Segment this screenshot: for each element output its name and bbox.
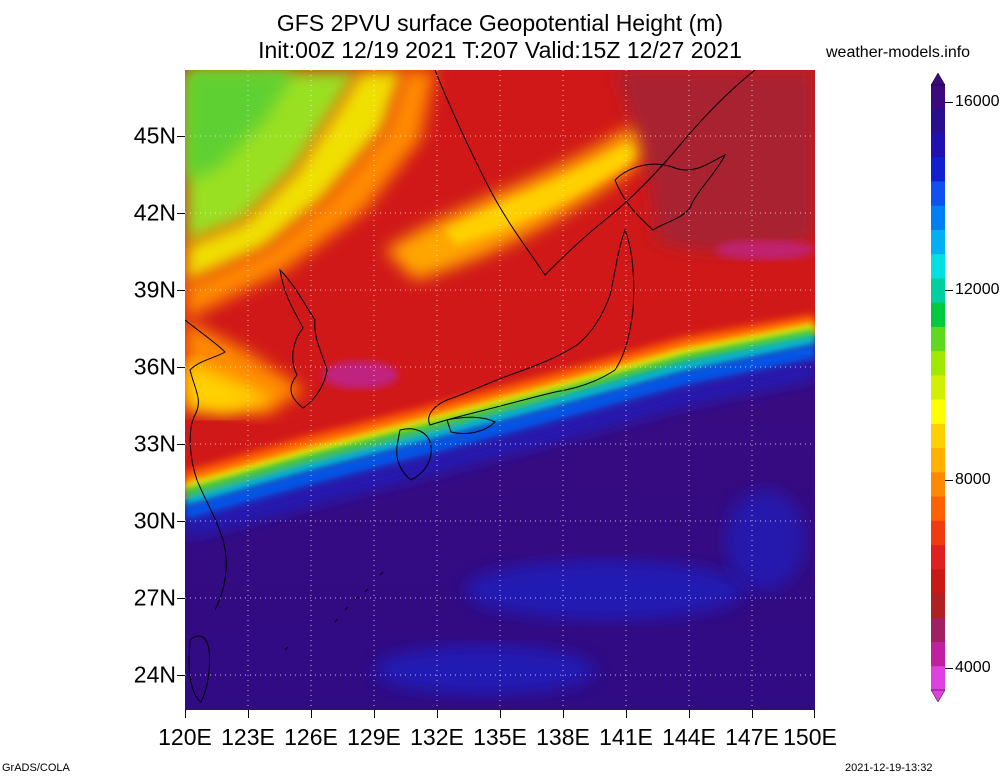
lon-tick: [374, 710, 375, 718]
lon-tick: [248, 710, 249, 718]
lon-tick: [185, 710, 186, 718]
lon-label-132e: 132E: [410, 724, 464, 750]
colorbar-cell: [931, 302, 945, 327]
lat-tick: [177, 598, 185, 599]
lat-label-42n: 42N: [133, 199, 176, 226]
colorbar-tick: [945, 480, 953, 481]
ocean-patch-1: [465, 560, 745, 620]
colorbar-label-8000: 8000: [955, 471, 991, 488]
lon-tick: [814, 710, 815, 718]
colorbar-cell: [931, 326, 945, 352]
colorbar-tick: [945, 290, 953, 291]
field-magenta-korea: [322, 361, 398, 389]
colorbar-tick: [945, 102, 953, 103]
colorbar-top-cap: [931, 72, 945, 86]
colorbar: [931, 84, 945, 690]
colorbar-cell: [931, 132, 945, 158]
lat-tick: [177, 213, 185, 214]
colorbar-cell: [931, 593, 945, 618]
lat-label-39n: 39N: [133, 276, 176, 303]
colorbar-cell: [931, 156, 945, 182]
colorbar-label-12000: 12000: [955, 281, 1000, 298]
front-cyan: [185, 335, 815, 507]
chart-subtitle: Init:00Z 12/19 2021 T:207 Valid:15Z 12/2…: [258, 37, 742, 63]
lon-tick: [311, 710, 312, 718]
colorbar-cell: [931, 520, 945, 546]
field-orange: [185, 70, 435, 320]
lon-tick: [437, 710, 438, 718]
colorbar-cell: [931, 423, 945, 449]
colorbar-cell: [931, 108, 945, 133]
colorbar-cell: [931, 568, 945, 594]
field-yellow: [185, 70, 405, 285]
lon-label-141e: 141E: [599, 724, 653, 750]
colorbar-cell: [931, 229, 945, 255]
jet-core: [445, 144, 637, 245]
lat-label-33n: 33N: [133, 430, 176, 457]
lat-tick: [177, 444, 185, 445]
front-blue: [185, 345, 815, 521]
colorbar-cell: [931, 374, 945, 400]
colorbar-cell: [931, 253, 945, 279]
lon-tick: [752, 710, 753, 718]
lat-label-45n: 45N: [133, 122, 176, 149]
field-yellow-west: [185, 360, 275, 415]
lon-label-129e: 129E: [347, 724, 401, 750]
lat-label-30n: 30N: [133, 507, 176, 534]
lat-tick: [177, 521, 185, 522]
field-green-dark: [185, 70, 295, 180]
lon-label-123e: 123E: [221, 724, 275, 750]
chart-title: GFS 2PVU surface Geopotential Height (m): [276, 10, 724, 36]
lon-label-126e: 126E: [284, 724, 338, 750]
lon-label-150e: 150E: [783, 724, 837, 750]
lat-tick: [177, 367, 185, 368]
lat-label-27n: 27N: [133, 584, 176, 611]
colorbar-cell: [931, 665, 945, 690]
front-yellow: [185, 323, 815, 493]
ocean-patch-2: [375, 645, 595, 695]
colorbar-label-4000: 4000: [955, 659, 991, 676]
field-magenta-ne: [715, 240, 815, 260]
lon-label-135e: 135E: [473, 724, 527, 750]
lon-tick: [500, 710, 501, 718]
front-darkblue: [185, 363, 815, 537]
site-credit: weather-models.info: [826, 44, 971, 61]
lat-tick: [177, 136, 185, 137]
lon-label-138e: 138E: [536, 724, 590, 750]
map-panel: [185, 70, 815, 710]
colorbar-cell: [931, 277, 945, 303]
lon-tick: [563, 710, 564, 718]
colorbar-cell: [931, 544, 945, 570]
ocean-patch-3: [725, 490, 805, 590]
colorbar-cell: [931, 496, 945, 521]
colorbar-cell: [931, 84, 945, 109]
colorbar-cell: [931, 399, 945, 424]
graticule: [185, 70, 815, 710]
colorbar-cell: [931, 471, 945, 497]
geopotential-map: [185, 70, 815, 710]
colorbar-cell: [931, 180, 945, 206]
colorbar-cell: [931, 350, 945, 376]
lat-tick: [177, 290, 185, 291]
lat-label-24n: 24N: [133, 661, 176, 688]
footer-timestamp: 2021-12-19-13:32: [845, 762, 933, 774]
coastlines: [185, 70, 756, 703]
lat-tick: [177, 675, 185, 676]
colorbar-label-16000: 16000: [955, 93, 1000, 110]
lon-tick: [626, 710, 627, 718]
colorbar-cell: [931, 447, 945, 473]
lon-label-144e: 144E: [662, 724, 716, 750]
lon-label-120e: 120E: [158, 724, 212, 750]
lon-label-147e: 147E: [725, 724, 779, 750]
colorbar-cell: [931, 617, 945, 643]
lon-tick: [689, 710, 690, 718]
footer-software: GrADS/COLA: [2, 762, 70, 774]
colorbar-cell: [931, 641, 945, 667]
colorbar-cell: [931, 205, 945, 230]
front-green: [185, 328, 815, 499]
colorbar-bottom-cap: [931, 689, 945, 703]
lat-label-36n: 36N: [133, 353, 176, 380]
colorbar-tick: [945, 668, 953, 669]
front-orange: [185, 314, 815, 488]
